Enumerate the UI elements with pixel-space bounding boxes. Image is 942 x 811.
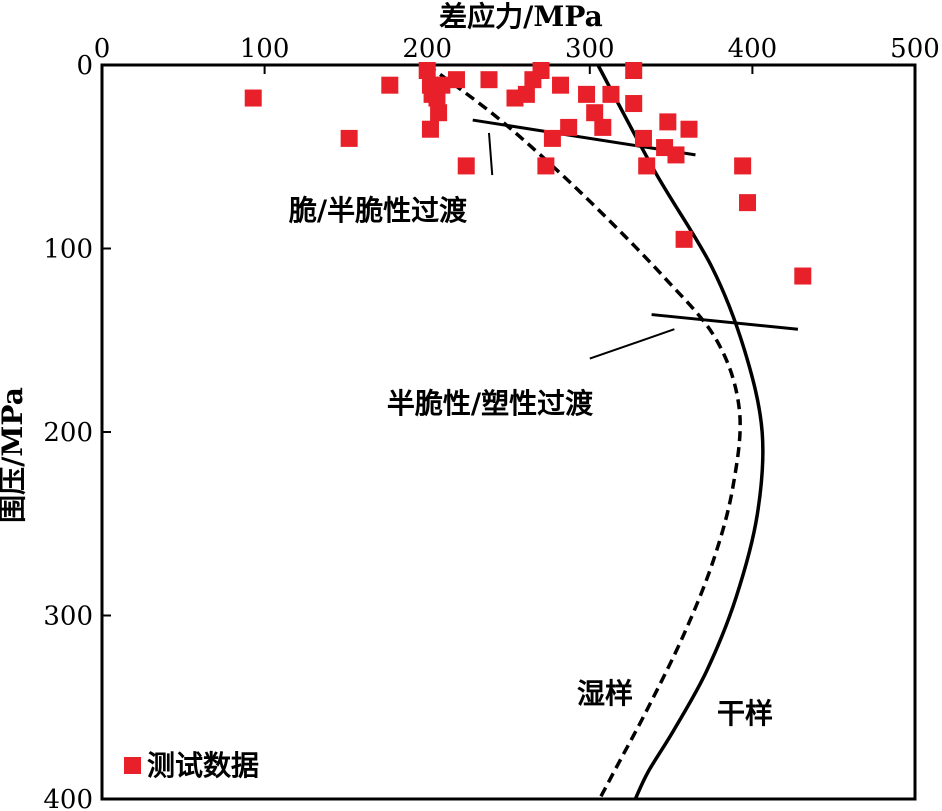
x-tick-label: 400 (728, 34, 778, 64)
data-point (430, 104, 448, 122)
data-point (560, 118, 578, 136)
data-point (244, 89, 262, 107)
data-point (634, 129, 652, 147)
y-tick-label: 0 (76, 51, 93, 81)
axis-ticks: 0 100 200 300 400 500 0 100 200 300 400 (43, 34, 939, 811)
data-point (418, 62, 436, 80)
data-point (625, 95, 643, 113)
data-point (586, 104, 604, 122)
data-point (517, 85, 535, 103)
data-point (457, 157, 475, 175)
data-point (638, 157, 656, 175)
data-point (524, 71, 542, 89)
x-tick-label: 300 (565, 34, 615, 64)
wet-sample-label: 湿样 (577, 677, 633, 710)
y-tick-label: 100 (43, 235, 93, 265)
data-point (734, 157, 752, 175)
data-point (428, 89, 446, 107)
x-tick-label: 200 (402, 34, 452, 64)
wet-sample-curve (426, 63, 742, 800)
data-point (675, 230, 693, 248)
data-point (537, 157, 555, 175)
data-point (739, 194, 757, 212)
data-point (680, 120, 698, 138)
plot-frame (100, 63, 917, 801)
y-tick-label: 400 (43, 785, 93, 811)
x-tick-label: 100 (240, 34, 290, 64)
dry-sample-label: 干样 (717, 697, 773, 730)
data-point (340, 129, 358, 147)
data-point (421, 120, 439, 138)
data-point (480, 71, 498, 89)
data-point (543, 129, 561, 147)
x-axis-title: 差应力/MPa (439, 0, 603, 33)
y-axis-title: 围压/MPa (0, 387, 29, 523)
dry-sample-curve (596, 64, 765, 800)
annotation-leader-line (589, 328, 675, 360)
ductile-transition-line (651, 313, 799, 331)
y-tick-label: 200 (43, 418, 93, 448)
data-point (381, 76, 399, 94)
legend-marker (124, 757, 141, 774)
legend: 测试数据 (124, 749, 259, 782)
data-point (578, 85, 596, 103)
data-point (667, 146, 685, 164)
y-tick-label: 300 (43, 602, 93, 632)
data-point (594, 118, 612, 136)
legend-label: 测试数据 (147, 749, 259, 782)
data-point (552, 76, 570, 94)
data-point (794, 267, 812, 285)
scatter-points (244, 62, 812, 285)
annotation-leader-line (487, 132, 494, 176)
data-point (625, 62, 643, 80)
x-tick-label: 500 (890, 34, 940, 64)
data-point (602, 85, 620, 103)
data-point (659, 113, 677, 131)
x-tick-label: 0 (94, 34, 111, 64)
ductile-transition-label: 半脆性/塑性过渡 (387, 387, 594, 420)
data-point (447, 71, 465, 89)
brittle-transition-label: 脆/半脆性过渡 (288, 194, 468, 227)
